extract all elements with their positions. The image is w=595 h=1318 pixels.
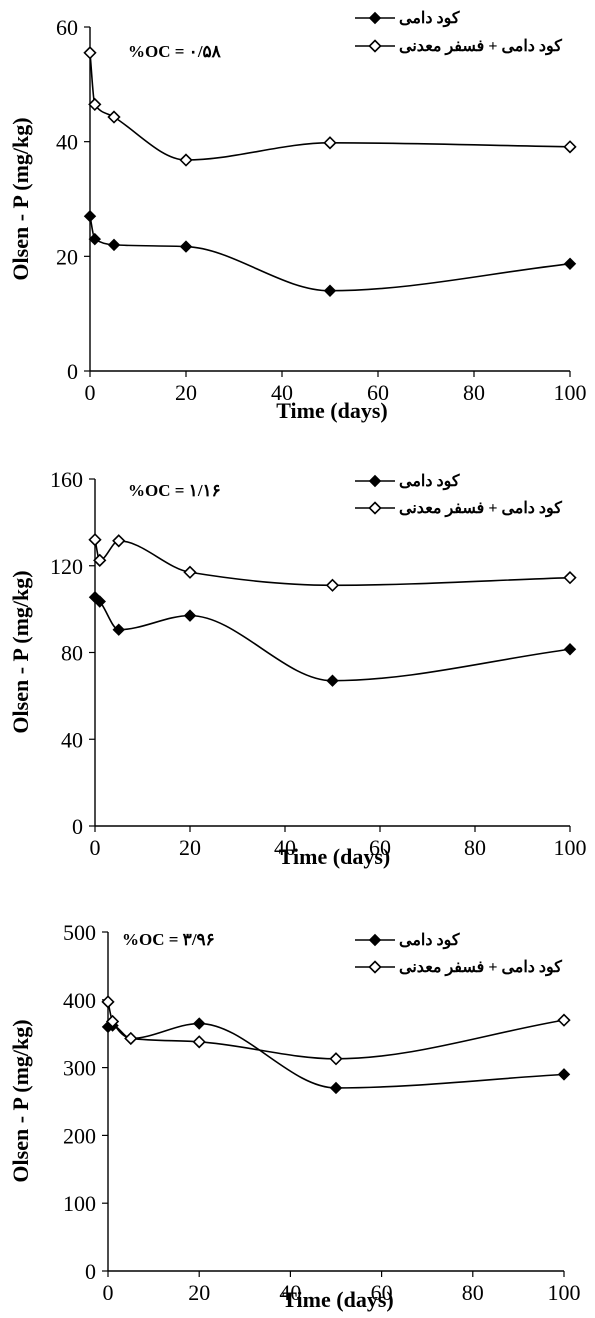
series-line-2	[107, 1001, 565, 1060]
x-tick-label: 20	[175, 380, 197, 405]
data-point-marker	[563, 257, 577, 270]
x-tick-label: 60	[369, 835, 391, 860]
data-point-marker	[179, 153, 193, 167]
data-point-marker	[557, 1013, 571, 1027]
y-tick-label: 300	[63, 1056, 96, 1081]
y-tick-label: 20	[56, 244, 78, 269]
data-point-marker	[323, 284, 337, 297]
y-tick-label: 500	[63, 920, 96, 945]
y-axis-title: Olsen - P (mg/kg)	[8, 1019, 33, 1182]
data-point-marker	[83, 46, 97, 60]
oc-annotation: %OC = ۰/۵۸	[128, 42, 222, 61]
legend-label: کود دامی + فسفر معدنی	[399, 500, 562, 518]
x-tick-label: 20	[188, 1280, 210, 1305]
chart-panel-3: 0 100 200 300 400 500 0 20 40 60 80 100 Time (days) O…	[8, 920, 581, 1312]
x-tick-label: 80	[462, 1280, 484, 1305]
data-point-marker	[325, 578, 340, 592]
legend-label: کود دامی	[399, 10, 460, 28]
series-line-2	[94, 539, 571, 587]
data-point-marker	[183, 609, 197, 622]
series-line-1	[89, 216, 571, 292]
data-point-marker	[563, 643, 577, 656]
chart-panel-2: 0 40 80 120 160 0 20 40 60 80 100 Time (days) Olsen …	[8, 467, 587, 869]
x-axis-title: Time (days)	[279, 844, 390, 869]
data-point-marker	[557, 1068, 571, 1081]
data-point-marker	[192, 1017, 206, 1030]
data-point-marker	[93, 553, 107, 567]
x-tick-label: 100	[554, 380, 587, 405]
y-tick-label: 400	[63, 988, 96, 1013]
legend-marker	[368, 39, 382, 53]
legend-marker	[368, 933, 382, 947]
data-point-marker	[112, 623, 125, 636]
data-point-marker	[93, 595, 106, 608]
x-tick-label: 0	[103, 1280, 114, 1305]
oc-annotation: %OC = ۱/۱۶	[128, 481, 221, 500]
legend-marker	[368, 11, 382, 25]
data-point-marker	[563, 140, 577, 154]
x-tick-label: 40	[271, 380, 293, 405]
legend-label: کود دامی + فسفر معدنی	[399, 38, 562, 56]
legend-label: کود دامی	[399, 932, 460, 950]
data-point-marker	[101, 995, 115, 1009]
data-point-marker	[83, 209, 97, 223]
x-tick-label: 20	[179, 835, 201, 860]
y-tick-label: 120	[50, 554, 83, 579]
data-point-marker	[326, 674, 339, 687]
data-point-marker	[112, 534, 126, 548]
y-tick-label: 0	[67, 359, 78, 384]
data-point-marker	[323, 136, 337, 150]
oc-annotation: %OC = ۳/۹۶	[122, 930, 215, 949]
y-tick-label: 40	[61, 727, 83, 752]
chart-panel-1: 0 20 40 60 0 20 40 60 80 100 Time (days) Olsen - P …	[8, 10, 587, 423]
data-point-marker	[88, 232, 102, 246]
data-point-marker	[107, 238, 121, 252]
legend-marker	[368, 474, 382, 488]
x-tick-label: 100	[548, 1280, 581, 1305]
legend-label: کود دامی	[399, 473, 460, 491]
data-point-marker	[192, 1035, 206, 1049]
data-point-marker	[179, 240, 193, 253]
x-tick-label: 80	[464, 835, 486, 860]
legend-label: کود دامی + فسفر معدنی	[399, 959, 562, 977]
y-tick-label: 100	[63, 1191, 96, 1216]
x-tick-label: 60	[371, 1280, 393, 1305]
y-tick-label: 0	[72, 814, 83, 839]
y-axis-title: Olsen - P (mg/kg)	[8, 117, 33, 280]
y-tick-label: 0	[85, 1259, 96, 1284]
data-point-marker	[563, 571, 577, 585]
x-tick-label: 40	[274, 835, 296, 860]
x-tick-label: 80	[463, 380, 485, 405]
data-point-marker	[329, 1052, 343, 1066]
data-point-marker	[329, 1081, 343, 1095]
series-line-1	[94, 596, 571, 682]
x-tick-label: 100	[554, 835, 587, 860]
x-tick-label: 40	[279, 1280, 301, 1305]
x-tick-label: 0	[85, 380, 96, 405]
y-tick-label: 160	[50, 467, 83, 492]
y-tick-label: 40	[56, 130, 78, 155]
x-tick-label: 0	[90, 835, 101, 860]
y-tick-label: 60	[56, 15, 78, 40]
legend-marker	[368, 501, 382, 515]
y-axis-title: Olsen - P (mg/kg)	[8, 570, 33, 733]
data-point-marker	[88, 97, 102, 112]
data-point-marker	[107, 110, 121, 124]
x-axis-title: Time (days)	[282, 1287, 393, 1312]
data-point-marker	[88, 533, 102, 547]
data-point-marker	[105, 1014, 120, 1029]
x-axis-title: Time (days)	[276, 398, 387, 423]
data-point-marker	[183, 565, 197, 579]
data-point-marker	[124, 1031, 138, 1046]
x-tick-label: 60	[367, 380, 389, 405]
legend-marker	[368, 960, 382, 974]
y-tick-label: 200	[63, 1123, 96, 1148]
y-tick-label: 80	[61, 641, 83, 666]
